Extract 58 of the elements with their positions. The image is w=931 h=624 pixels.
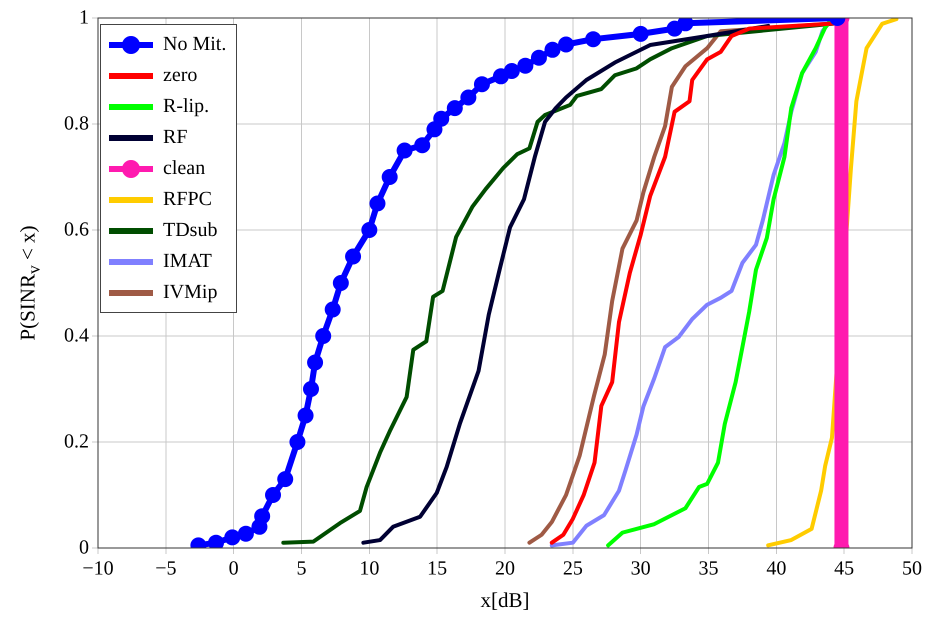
point — [345, 248, 362, 264]
point — [298, 408, 314, 424]
point — [302, 381, 319, 397]
legend-label: TDsub — [163, 218, 218, 243]
x-tick-label: 20 — [495, 557, 515, 580]
point — [433, 110, 450, 127]
x-tick-label: 50 — [902, 557, 922, 580]
point — [382, 169, 398, 185]
x-tick-label: −10 — [82, 557, 114, 580]
point — [446, 100, 463, 116]
point — [460, 90, 476, 106]
point — [396, 142, 413, 158]
y-tick-label: 0.8 — [64, 112, 89, 134]
point — [544, 42, 560, 58]
point — [315, 328, 332, 344]
point — [558, 36, 574, 52]
point — [265, 487, 282, 503]
legend-label: RF — [163, 125, 188, 150]
point — [504, 63, 520, 79]
legend-label: clean — [163, 156, 206, 181]
x-tick-label: 25 — [562, 557, 583, 580]
y-tick-label: 0.6 — [64, 218, 89, 240]
legend-label: IVMip — [163, 280, 218, 305]
x-tick-label: 0 — [228, 557, 239, 580]
legend-label: zero — [163, 63, 198, 88]
point — [474, 76, 490, 92]
point — [324, 302, 341, 318]
x-tick-label: 35 — [698, 557, 718, 580]
point — [289, 434, 306, 450]
point — [238, 526, 254, 542]
y-tick-label: 0 — [79, 536, 89, 558]
point — [332, 275, 349, 291]
point — [361, 222, 378, 238]
x-tick-label: 45 — [834, 557, 854, 580]
y-tick-label: 1 — [79, 6, 89, 28]
x-tick-label: 10 — [359, 557, 380, 580]
legend-label: IMAT — [163, 249, 212, 274]
x-tick-label: 15 — [427, 557, 448, 580]
legend-label: R-lip. — [163, 94, 210, 119]
point — [530, 50, 547, 66]
x-tick-label: 30 — [630, 557, 651, 580]
point — [414, 137, 430, 154]
y-tick-label: 0.2 — [64, 430, 89, 452]
x-tick-label: −5 — [155, 557, 176, 580]
legend-label: No Mit. — [163, 32, 226, 57]
x-tick-label: 40 — [766, 557, 786, 580]
point — [585, 31, 602, 48]
point — [254, 508, 270, 524]
legend-label: RFPC — [163, 187, 212, 212]
point — [517, 58, 534, 74]
x-tick-label: 5 — [296, 557, 306, 580]
point — [307, 354, 324, 370]
y-tick-label: 0.4 — [64, 324, 89, 346]
point — [369, 196, 386, 212]
point — [224, 529, 240, 546]
point — [277, 471, 294, 488]
point — [632, 26, 649, 42]
x-axis-title: x[dB] — [480, 588, 530, 613]
